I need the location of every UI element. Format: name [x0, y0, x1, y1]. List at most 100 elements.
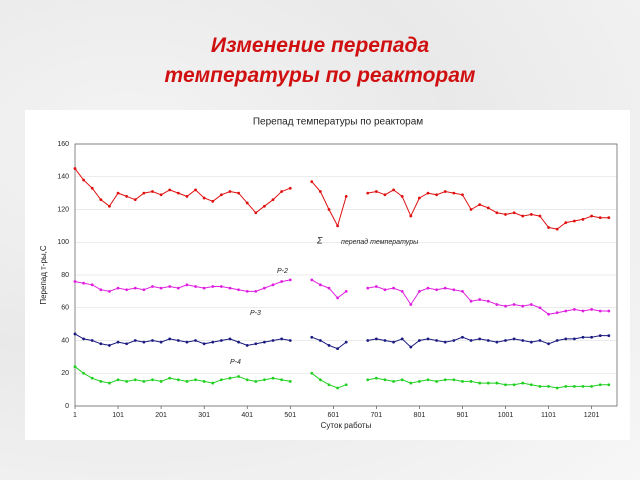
data-point: [318, 190, 322, 193]
data-point: [443, 340, 447, 344]
data-point: [547, 342, 550, 346]
data-point: [90, 376, 94, 380]
data-point: [168, 376, 172, 380]
data-point: [228, 190, 232, 193]
data-point: [478, 381, 482, 385]
data-point: [90, 283, 94, 287]
data-point: [555, 227, 559, 231]
data-point: [73, 365, 77, 369]
data-point: [418, 196, 421, 200]
data-point: [99, 288, 103, 292]
data-point: [125, 380, 129, 383]
data-point: [572, 219, 576, 223]
data-point: [366, 378, 370, 382]
y-tick-label: 60: [61, 305, 69, 312]
data-point: [469, 380, 473, 383]
data-point: [82, 281, 86, 285]
data-point: [202, 286, 206, 290]
data-point: [133, 198, 137, 202]
data-point: [400, 337, 404, 341]
data-point: [418, 289, 421, 293]
data-point: [219, 339, 223, 342]
data-point: [310, 180, 314, 184]
data-point: [90, 186, 94, 190]
data-point: [344, 340, 348, 344]
data-point: [151, 285, 154, 288]
data-point: [151, 378, 154, 382]
data-point: [211, 285, 215, 288]
x-tick-label: 301: [198, 412, 210, 419]
data-point: [374, 376, 378, 380]
data-point: [452, 339, 456, 342]
data-point: [512, 337, 516, 341]
data-point: [486, 381, 490, 385]
data-point: [564, 337, 568, 341]
data-point: [168, 285, 172, 288]
data-point: [443, 378, 447, 382]
data-point: [564, 221, 568, 225]
data-point: [443, 190, 447, 193]
data-point: [607, 334, 611, 337]
data-point: [400, 195, 404, 198]
data-point: [327, 383, 331, 387]
data-point: [383, 193, 387, 197]
data-point: [116, 378, 120, 382]
data-point: [133, 378, 137, 382]
data-point: [151, 339, 154, 342]
data-point: [176, 378, 180, 382]
data-point: [288, 186, 292, 190]
y-tick-label: 20: [61, 370, 69, 377]
data-point: [125, 288, 129, 292]
data-point: [133, 339, 137, 342]
x-tick-label: 601: [327, 412, 339, 419]
x-tick-label: 801: [414, 412, 426, 419]
annotation: перепад температуры: [341, 238, 419, 246]
data-point: [383, 288, 387, 292]
data-point: [194, 378, 197, 382]
data-point: [486, 206, 490, 210]
x-tick-label: 701: [371, 412, 383, 419]
data-point: [219, 193, 223, 197]
data-point: [538, 384, 542, 388]
data-point: [443, 286, 447, 290]
data-point: [426, 378, 430, 382]
data-point: [383, 339, 387, 342]
data-point: [409, 345, 413, 349]
y-tick-label: 0: [65, 403, 69, 410]
data-point: [327, 286, 331, 290]
data-point: [237, 288, 240, 292]
data-point: [392, 188, 395, 192]
x-tick-label: 101: [112, 412, 124, 419]
data-point: [469, 339, 473, 342]
data-point: [245, 289, 249, 293]
data-point: [374, 337, 378, 341]
data-point: [564, 309, 568, 313]
data-point: [228, 376, 232, 380]
data-point: [469, 208, 473, 211]
data-point: [254, 342, 258, 346]
data-point: [469, 299, 473, 303]
data-point: [168, 337, 172, 341]
data-point: [344, 195, 348, 198]
data-point: [99, 342, 103, 346]
data-point: [435, 288, 439, 292]
data-point: [461, 193, 464, 197]
data-point: [452, 191, 456, 195]
data-point: [228, 337, 232, 341]
data-point: [176, 191, 180, 195]
data-point: [82, 371, 86, 375]
data-point: [336, 347, 340, 351]
data-point: [504, 304, 507, 308]
data-point: [581, 217, 585, 221]
data-point: [219, 378, 223, 382]
data-point: [219, 285, 223, 288]
data-point: [108, 381, 111, 385]
data-point: [555, 311, 559, 315]
data-point: [426, 191, 430, 195]
x-tick-label: 501: [284, 412, 296, 419]
y-tick-label: 80: [61, 272, 69, 279]
data-point: [366, 191, 370, 195]
data-point: [280, 280, 284, 283]
data-point: [202, 196, 206, 200]
data-point: [133, 286, 137, 290]
